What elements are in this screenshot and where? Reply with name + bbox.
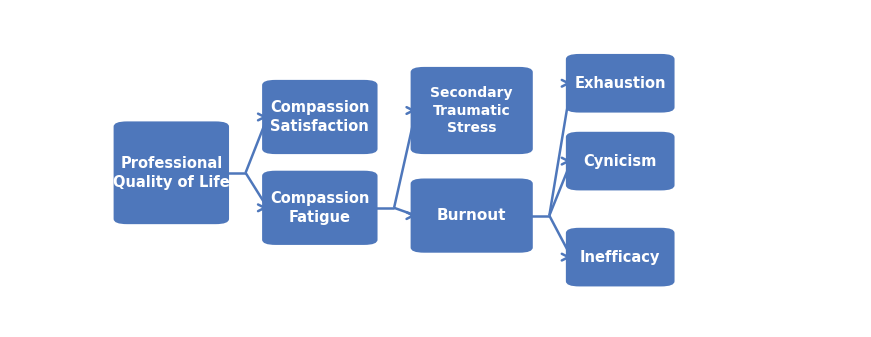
FancyBboxPatch shape: [566, 228, 674, 286]
FancyBboxPatch shape: [410, 67, 533, 154]
Text: Cynicism: Cynicism: [584, 154, 657, 168]
Text: Exhaustion: Exhaustion: [575, 76, 666, 91]
Text: Burnout: Burnout: [437, 208, 506, 223]
FancyBboxPatch shape: [566, 132, 674, 190]
Text: Secondary
Traumatic
Stress: Secondary Traumatic Stress: [430, 86, 513, 135]
Text: Inefficacy: Inefficacy: [580, 250, 660, 265]
FancyBboxPatch shape: [410, 179, 533, 253]
FancyBboxPatch shape: [566, 54, 674, 113]
FancyBboxPatch shape: [113, 121, 229, 224]
Text: Compassion
Satisfaction: Compassion Satisfaction: [270, 100, 369, 134]
Text: Compassion
Fatigue: Compassion Fatigue: [270, 191, 369, 225]
FancyBboxPatch shape: [262, 171, 377, 245]
FancyBboxPatch shape: [262, 80, 377, 154]
Text: Professional
Quality of Life: Professional Quality of Life: [113, 156, 230, 190]
